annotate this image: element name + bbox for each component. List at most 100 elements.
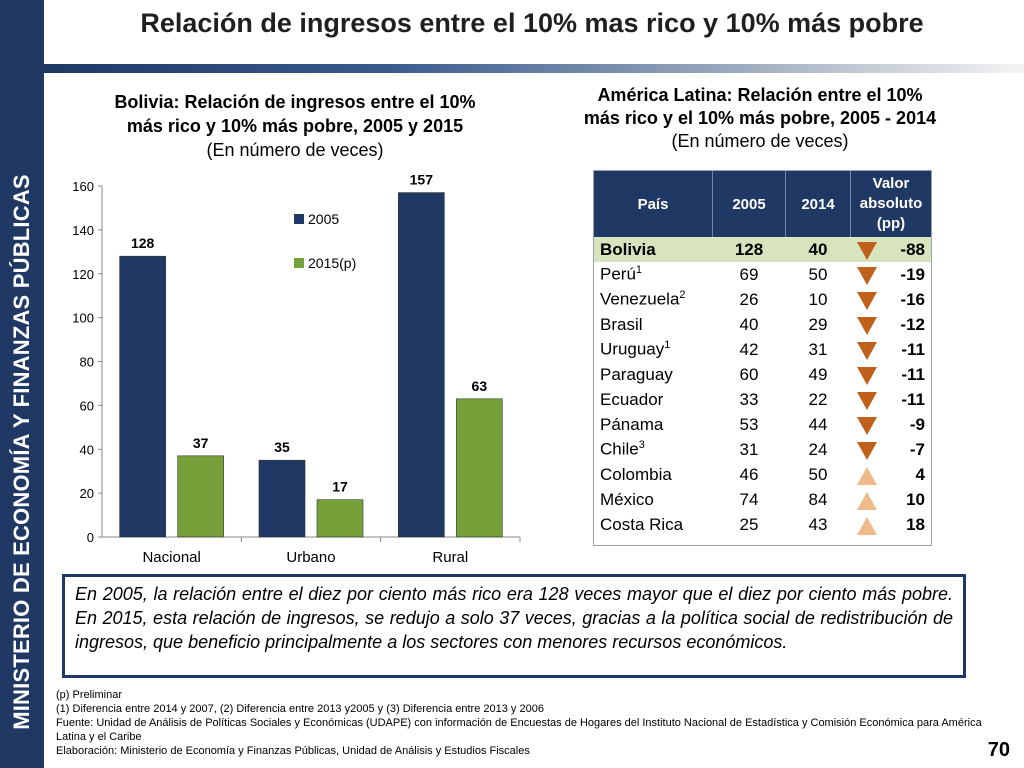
country-cell: Venezuela2	[594, 287, 713, 312]
country-cell: Ecuador	[594, 387, 713, 412]
triangle-down-icon	[856, 241, 877, 260]
country-cell: Perú1	[594, 262, 713, 287]
country-cell: México	[594, 487, 713, 512]
summary-text: En 2005, la relación entre el diez por c…	[75, 584, 953, 652]
table-header-row: País 2005 2014 Valor absoluto (pp)	[594, 171, 931, 237]
table-title-line2: más rico y el 10% más pobre, 2005 - 2014	[583, 108, 937, 128]
value-2005-cell: 25	[739, 514, 759, 534]
chart-title-line2: más rico y 10% más pobre, 2005 y 2015	[126, 116, 464, 136]
country-name: Costa Rica	[600, 514, 684, 534]
value-2005-cell: 26	[739, 289, 759, 309]
value-2005-cell: 53	[739, 414, 759, 434]
y-tick-label: 80	[80, 355, 94, 370]
country-cell: Colombia	[594, 462, 713, 487]
abs-value: -11	[901, 389, 925, 409]
value-2005-cell: 33	[739, 389, 759, 409]
data-label: 128	[131, 235, 155, 251]
y-tick-label: 100	[72, 311, 94, 326]
country-name: Pánama	[600, 414, 664, 434]
bar-2015p-urbano	[316, 499, 364, 538]
value-2014-cell: 10	[808, 289, 828, 309]
summary-callout: En 2005, la relación entre el diez por c…	[62, 574, 966, 678]
table-row: Venezuela2 26 10 -16	[594, 287, 931, 312]
table-row: Paraguay 60 49 -11	[594, 362, 931, 387]
country-footnote-ref: 1	[635, 264, 643, 277]
abs-value: 10	[906, 489, 925, 509]
abs-value: -11	[901, 364, 925, 384]
abs-value: -12	[900, 314, 925, 334]
data-label: 157	[410, 172, 434, 188]
abs-value: -7	[909, 439, 925, 459]
value-2014-cell: 50	[808, 264, 828, 284]
abs-value: -11	[901, 339, 925, 359]
x-tick-label: Urbano	[286, 549, 335, 566]
page-number: 70	[987, 739, 1010, 761]
country-cell: Pánama	[594, 412, 713, 437]
country-cell: Brasil	[594, 312, 713, 337]
abs-value-cell: -11	[851, 387, 932, 412]
sidebar: MINISTERIO DE ECONOMÍA Y FINANZAS PÚBLIC…	[0, 0, 44, 768]
country-cell: Uruguay1	[594, 337, 713, 362]
abs-value-cell: 18	[851, 512, 932, 537]
value-2005-cell: 74	[739, 489, 759, 509]
chart-title: Bolivia: Relación de ingresos entre el 1…	[70, 90, 520, 162]
triangle-down-icon	[856, 391, 877, 410]
value-2014-cell: 29	[808, 314, 828, 334]
y-tick-label: 60	[80, 398, 94, 413]
legend-swatch	[294, 258, 304, 268]
triangle-down-icon	[856, 291, 877, 310]
value-2014-cell: 40	[785, 237, 851, 262]
table-row: Perú1 69 50 -19	[594, 262, 931, 287]
triangle-down-icon	[856, 341, 877, 360]
y-tick-label: 0	[87, 530, 94, 545]
bar-2015p-rural	[456, 398, 503, 538]
y-tick-label: 140	[72, 223, 94, 238]
data-label: 35	[274, 439, 290, 455]
header-2014: 2014	[785, 171, 851, 237]
table-row: México 74 84 10	[594, 487, 931, 512]
chart-title-line1: Bolivia: Relación de ingresos entre el 1…	[114, 92, 476, 112]
value-2005-cell: 31	[739, 439, 759, 459]
abs-value-cell: -11	[851, 337, 932, 362]
triangle-down-icon	[856, 366, 877, 385]
data-label: 63	[472, 378, 488, 394]
value-2014-cell: 49	[808, 364, 828, 384]
title-divider	[44, 64, 1024, 73]
table-row: Ecuador 33 22 -11	[594, 387, 931, 412]
y-tick-label: 160	[72, 179, 94, 194]
triangle-up-icon	[856, 491, 877, 510]
value-2014-cell: 31	[808, 339, 828, 359]
country-footnote-ref: 2	[679, 289, 686, 302]
table-row: Pánama 53 44 -9	[594, 412, 931, 437]
y-tick-label: 40	[80, 442, 94, 457]
abs-value: -9	[909, 414, 925, 434]
value-2005-cell: 69	[739, 264, 759, 284]
legend-label: 2015(p)	[308, 255, 356, 271]
country-name: México	[600, 489, 654, 509]
value-2014-cell: 43	[808, 514, 828, 534]
latam-table-container: País 2005 2014 Valor absoluto (pp) Boliv…	[593, 170, 932, 546]
table-row: Chile3 31 24 -7	[594, 437, 931, 462]
footnote-differences: (1) Diferencia entre 2014 y 2007, (2) Di…	[56, 703, 544, 715]
footnote-source: Fuente: Unidad de Análisis de Políticas …	[56, 717, 982, 743]
triangle-down-icon	[856, 416, 877, 435]
country-cell: Costa Rica	[594, 512, 713, 537]
abs-value-cell: 4	[851, 462, 932, 487]
bar-2005-rural	[398, 192, 445, 538]
data-label: 17	[332, 479, 348, 495]
latam-table: País 2005 2014 Valor absoluto (pp) Boliv…	[594, 171, 931, 537]
table-row: Brasil 40 29 -12	[594, 312, 931, 337]
value-2014-cell: 84	[808, 489, 828, 509]
country-footnote-ref: 3	[638, 439, 645, 452]
abs-value-cell: -7	[851, 437, 932, 462]
abs-value-cell: 10	[851, 487, 932, 512]
value-2005-cell: 42	[739, 339, 759, 359]
data-label: 37	[193, 435, 209, 451]
country-name: Chile	[600, 439, 639, 459]
triangle-down-icon	[856, 266, 877, 285]
bar-2005-urbano	[258, 459, 306, 538]
bar-2005-nacional	[119, 255, 166, 538]
abs-value: 18	[906, 514, 925, 534]
header-2005: 2005	[712, 171, 786, 237]
table-row: Uruguay1 42 31 -11	[594, 337, 931, 362]
